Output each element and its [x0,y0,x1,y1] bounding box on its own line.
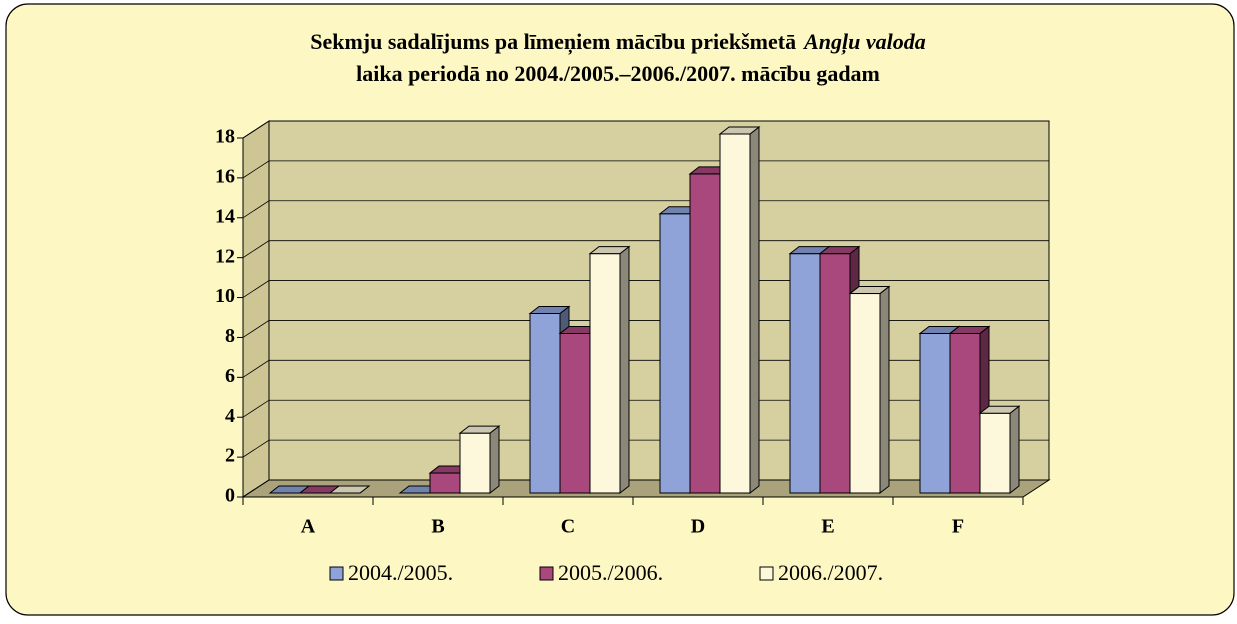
y-tick-label: 4 [225,405,235,427]
bar [589,253,621,494]
grid-line [242,240,1049,259]
title-part: Sekmju sadalījums pa līmeņiem mācību pri… [310,29,796,55]
y-tick-label: 14 [215,205,235,227]
legend-label: 2006./2007. [778,560,883,585]
bar-side [879,285,890,495]
legend-swatch [759,566,774,581]
bar-top [528,306,571,314]
bar [459,432,491,494]
bar-top [588,246,631,255]
bar-side [1009,405,1020,495]
bar-top [818,246,861,255]
bar-top [328,485,371,494]
bar [659,213,691,494]
side-wall [242,120,270,498]
x-tick-label: A [301,516,316,538]
bar-side [619,245,630,495]
bar-top [848,286,891,295]
y-tick-label: 0 [225,485,235,507]
bar [789,253,821,494]
y-tick-label: 2 [225,445,235,467]
x-tick-label: F [952,516,964,538]
x-tick-label: B [431,516,444,538]
bar-top [948,325,991,334]
bar-top [458,425,501,434]
bar [819,253,851,494]
grid-line [242,439,1049,458]
legend-label: 2004./2005. [348,560,453,585]
x-tick-label: C [561,516,575,538]
grid-line [242,280,1049,298]
legend-label: 2005./2006. [558,560,663,585]
bar [919,332,951,494]
x-tick-label: E [821,516,834,538]
bar-top [718,126,761,135]
bar [689,173,721,494]
y-tick-label: 12 [215,245,235,267]
legend-swatch [539,566,554,581]
bar-top [978,405,1021,414]
grid-line [242,359,1049,378]
y-tick-label: 16 [215,165,235,187]
grid-line [242,120,1049,139]
title-italic: Angļu valoda [802,29,926,55]
grid-line [242,479,1049,498]
y-tick-label: 8 [225,325,235,347]
bar [559,332,591,494]
bar [949,332,981,494]
grid-line [242,399,1049,418]
bar [429,472,461,494]
chart-title: Sekmju sadalījums pa līmeņiem mācību pri… [310,29,926,55]
grid-line [242,200,1049,219]
x-tick-label: D [691,516,705,538]
bar [719,133,751,494]
bar [979,412,1011,494]
grid-line [242,160,1049,179]
grid-line [242,320,1049,338]
bar-side [749,125,760,495]
bar-side [489,425,500,495]
bar [849,293,881,494]
y-tick-label: 18 [215,126,235,148]
y-tick-label: 10 [215,285,235,307]
chart-subtitle: laika periodā no 2004./2005.–2006./2007.… [356,61,880,86]
bar [529,313,561,494]
y-tick-label: 6 [225,365,235,387]
legend-swatch [329,566,344,581]
